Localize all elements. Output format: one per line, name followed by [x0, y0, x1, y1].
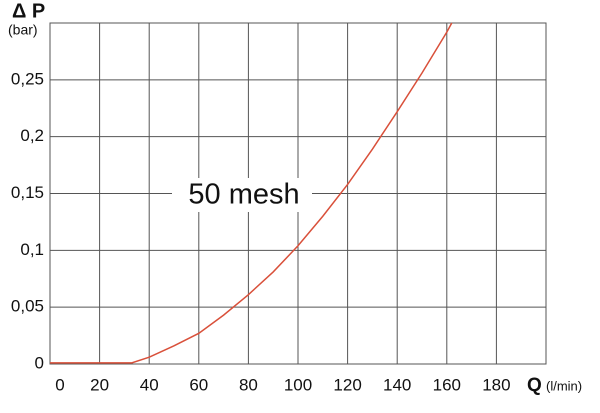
x-tick-label: 20	[90, 375, 109, 394]
x-tick-label: 0	[55, 375, 64, 394]
y-tick-label: 0,2	[20, 126, 44, 145]
y-tick-label: 0,1	[20, 240, 44, 259]
x-label: Q	[527, 375, 542, 396]
x-tick-label: 180	[482, 375, 510, 394]
x-tick-label: 140	[383, 375, 411, 394]
x-unit: (l/min)	[546, 378, 582, 393]
x-tick-label: 60	[189, 375, 208, 394]
x-tick-label: 80	[239, 375, 258, 394]
y-tick-label: 0,25	[11, 69, 44, 88]
x-tick-label: 160	[433, 375, 461, 394]
x-tick-label: 100	[284, 375, 312, 394]
annotation-bg	[172, 178, 312, 212]
y-tick-label: 0	[35, 353, 44, 372]
series-annotation: 50 mesh	[188, 179, 299, 211]
y-tick-label: 0,15	[11, 183, 44, 202]
x-tick-label: 40	[140, 375, 159, 394]
data-line	[50, 22, 453, 364]
y-tick-label: 0,05	[11, 297, 44, 316]
x-tick-label: 120	[333, 375, 361, 394]
y-label: Δ P	[12, 0, 45, 22]
y-unit: (bar)	[8, 22, 38, 38]
